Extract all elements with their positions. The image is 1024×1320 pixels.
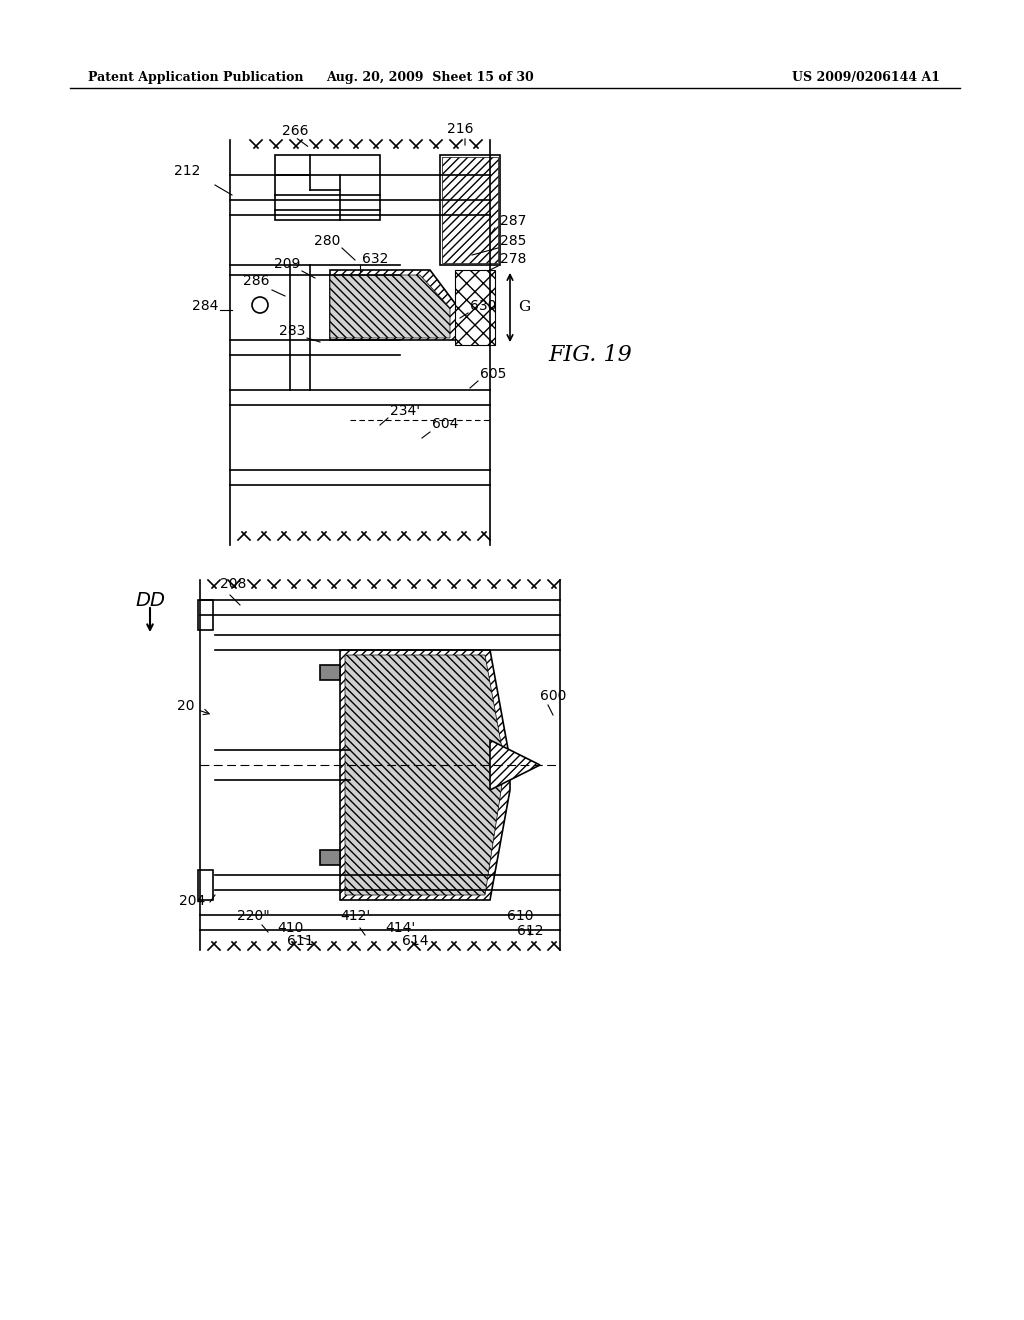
Bar xyxy=(440,154,500,265)
Text: Aug. 20, 2009  Sheet 15 of 30: Aug. 20, 2009 Sheet 15 of 30 xyxy=(326,71,534,84)
Text: 286: 286 xyxy=(244,275,270,288)
Text: 285: 285 xyxy=(500,234,526,248)
Text: 283: 283 xyxy=(279,323,305,338)
Bar xyxy=(319,665,340,680)
Text: 216: 216 xyxy=(446,121,473,136)
Text: 610: 610 xyxy=(507,909,534,923)
Text: FIG. 19: FIG. 19 xyxy=(548,345,632,366)
Polygon shape xyxy=(455,271,495,345)
Bar xyxy=(198,870,213,900)
Polygon shape xyxy=(490,741,540,789)
Text: 204: 204 xyxy=(179,894,205,908)
Text: 611: 611 xyxy=(287,935,313,948)
Text: DD: DD xyxy=(135,590,165,610)
Bar xyxy=(275,154,380,220)
Text: 414': 414' xyxy=(385,921,415,935)
Text: 20: 20 xyxy=(177,700,195,713)
Polygon shape xyxy=(330,275,450,338)
Text: 632: 632 xyxy=(362,252,388,267)
Text: 280: 280 xyxy=(313,234,340,248)
Bar xyxy=(319,850,340,865)
Text: 212: 212 xyxy=(174,164,200,178)
Polygon shape xyxy=(442,157,498,263)
Text: 412': 412' xyxy=(340,909,370,923)
Text: 234': 234' xyxy=(390,404,420,418)
Text: 614: 614 xyxy=(401,935,428,948)
Bar xyxy=(198,601,213,630)
Polygon shape xyxy=(345,655,505,895)
Text: 220": 220" xyxy=(237,909,269,923)
Text: 284: 284 xyxy=(191,300,218,313)
Text: Patent Application Publication: Patent Application Publication xyxy=(88,71,303,84)
Text: 266: 266 xyxy=(282,124,308,139)
Polygon shape xyxy=(340,649,510,900)
Text: 630: 630 xyxy=(470,300,497,313)
Text: 209: 209 xyxy=(273,257,300,271)
Text: 278: 278 xyxy=(500,252,526,267)
Text: 600: 600 xyxy=(540,689,566,704)
Text: 287: 287 xyxy=(500,214,526,228)
Text: 612: 612 xyxy=(517,924,544,939)
Text: 208: 208 xyxy=(220,577,247,591)
Polygon shape xyxy=(330,271,460,341)
Text: 605: 605 xyxy=(480,367,507,381)
Text: 604: 604 xyxy=(432,417,459,432)
Text: G: G xyxy=(518,300,530,314)
Text: US 2009/0206144 A1: US 2009/0206144 A1 xyxy=(792,71,940,84)
Text: 410: 410 xyxy=(276,921,303,935)
